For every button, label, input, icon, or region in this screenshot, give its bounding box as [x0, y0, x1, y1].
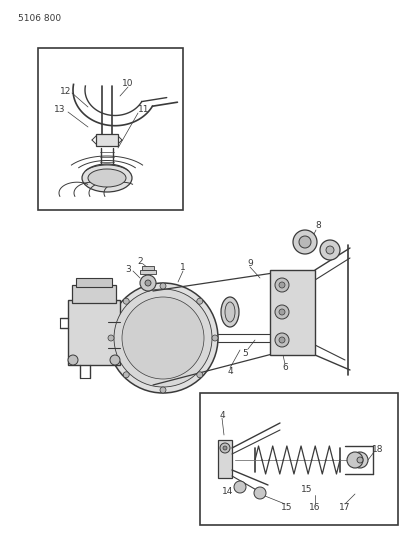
Circle shape	[108, 335, 114, 341]
Circle shape	[123, 298, 129, 304]
Text: 5106 800: 5106 800	[18, 14, 61, 23]
Text: 16: 16	[309, 503, 321, 512]
Text: 6: 6	[282, 364, 288, 373]
Text: 9: 9	[247, 259, 253, 268]
Bar	[68, 300, 120, 365]
Circle shape	[275, 333, 289, 347]
Bar	[142, 266, 154, 270]
Circle shape	[293, 230, 317, 254]
Text: 12: 12	[60, 86, 71, 95]
Circle shape	[140, 275, 156, 291]
Circle shape	[223, 446, 227, 450]
Ellipse shape	[82, 164, 132, 192]
Ellipse shape	[225, 302, 235, 322]
Circle shape	[108, 283, 218, 393]
Circle shape	[68, 355, 78, 365]
Text: 5: 5	[242, 349, 248, 358]
Text: 14: 14	[222, 488, 234, 497]
Bar	[96, 134, 118, 146]
Circle shape	[299, 236, 311, 248]
Circle shape	[114, 289, 212, 387]
Text: 2: 2	[137, 256, 143, 265]
Bar	[218, 440, 232, 478]
Circle shape	[234, 481, 246, 493]
Circle shape	[212, 335, 218, 341]
Text: 3: 3	[125, 264, 131, 273]
Circle shape	[145, 280, 151, 286]
Circle shape	[160, 283, 166, 289]
Text: 10: 10	[122, 79, 134, 88]
Circle shape	[279, 282, 285, 288]
Circle shape	[197, 372, 203, 378]
Circle shape	[220, 443, 230, 453]
Text: 4: 4	[227, 367, 233, 376]
Circle shape	[254, 487, 266, 499]
Bar	[38, 48, 183, 210]
Text: 1: 1	[180, 262, 186, 271]
Circle shape	[352, 452, 368, 468]
Text: 15: 15	[301, 486, 313, 495]
Circle shape	[326, 246, 334, 254]
Bar	[140, 270, 156, 274]
Text: 4: 4	[219, 410, 225, 419]
Circle shape	[197, 298, 203, 304]
Text: 8: 8	[315, 222, 321, 230]
Text: 11: 11	[138, 106, 149, 115]
Circle shape	[279, 337, 285, 343]
Text: 13: 13	[54, 104, 66, 114]
Circle shape	[110, 355, 120, 365]
Text: 18: 18	[372, 446, 384, 455]
Ellipse shape	[88, 169, 126, 187]
Circle shape	[275, 305, 289, 319]
Circle shape	[122, 297, 204, 379]
Text: 17: 17	[339, 503, 351, 512]
Bar	[270, 270, 315, 355]
Circle shape	[275, 278, 289, 292]
Bar	[72, 285, 116, 303]
Bar	[200, 393, 398, 525]
Circle shape	[123, 372, 129, 378]
Text: 15: 15	[281, 503, 293, 512]
Bar	[76, 278, 112, 287]
Ellipse shape	[221, 297, 239, 327]
Circle shape	[160, 387, 166, 393]
Circle shape	[279, 309, 285, 315]
Circle shape	[320, 240, 340, 260]
Circle shape	[347, 452, 363, 468]
Circle shape	[357, 457, 363, 463]
